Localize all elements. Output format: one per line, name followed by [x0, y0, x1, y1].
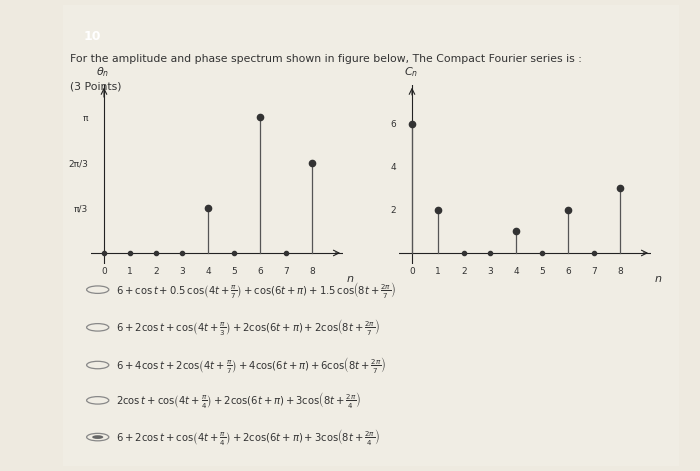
Text: $2\cos t + \cos\!\left(4t+\frac{\pi}{4}\right) + 2\cos(6t+\pi) + 3\cos\!\left(8t: $2\cos t + \cos\!\left(4t+\frac{\pi}{4}\… [116, 390, 361, 410]
Circle shape [92, 435, 104, 439]
Text: $C_n$: $C_n$ [404, 65, 418, 80]
Text: $n$: $n$ [654, 275, 662, 284]
Text: $\theta_n$: $\theta_n$ [96, 65, 109, 80]
Text: For the amplitude and phase spectrum shown in figure below, The Compact Fourier : For the amplitude and phase spectrum sho… [70, 54, 582, 64]
Text: $6 + 4\cos t + 2\cos\!\left(4t+\frac{\pi}{7}\right) + 4\cos(6t+\pi) + 6\cos\!\le: $6 + 4\cos t + 2\cos\!\left(4t+\frac{\pi… [116, 355, 386, 375]
Text: $n$: $n$ [346, 275, 354, 284]
Text: 10: 10 [84, 30, 102, 43]
Text: $6 + 2\cos t + \cos\!\left(4t+\frac{\pi}{4}\right) + 2\cos(6t+\pi) + 3\cos\!\lef: $6 + 2\cos t + \cos\!\left(4t+\frac{\pi}… [116, 427, 380, 447]
Text: $6 + 2\cos t + \cos\!\left(4t+\frac{\pi}{3}\right) + 2\cos(6t+\pi) + 2\cos\!\lef: $6 + 2\cos t + \cos\!\left(4t+\frac{\pi}… [116, 317, 380, 337]
Text: (3 Points): (3 Points) [70, 81, 122, 91]
Text: $6 + \cos t + 0.5\,\cos\!\left(4t+\frac{\pi}{7}\right) + \cos(6t+\pi) + 1.5\,\co: $6 + \cos t + 0.5\,\cos\!\left(4t+\frac{… [116, 280, 396, 300]
